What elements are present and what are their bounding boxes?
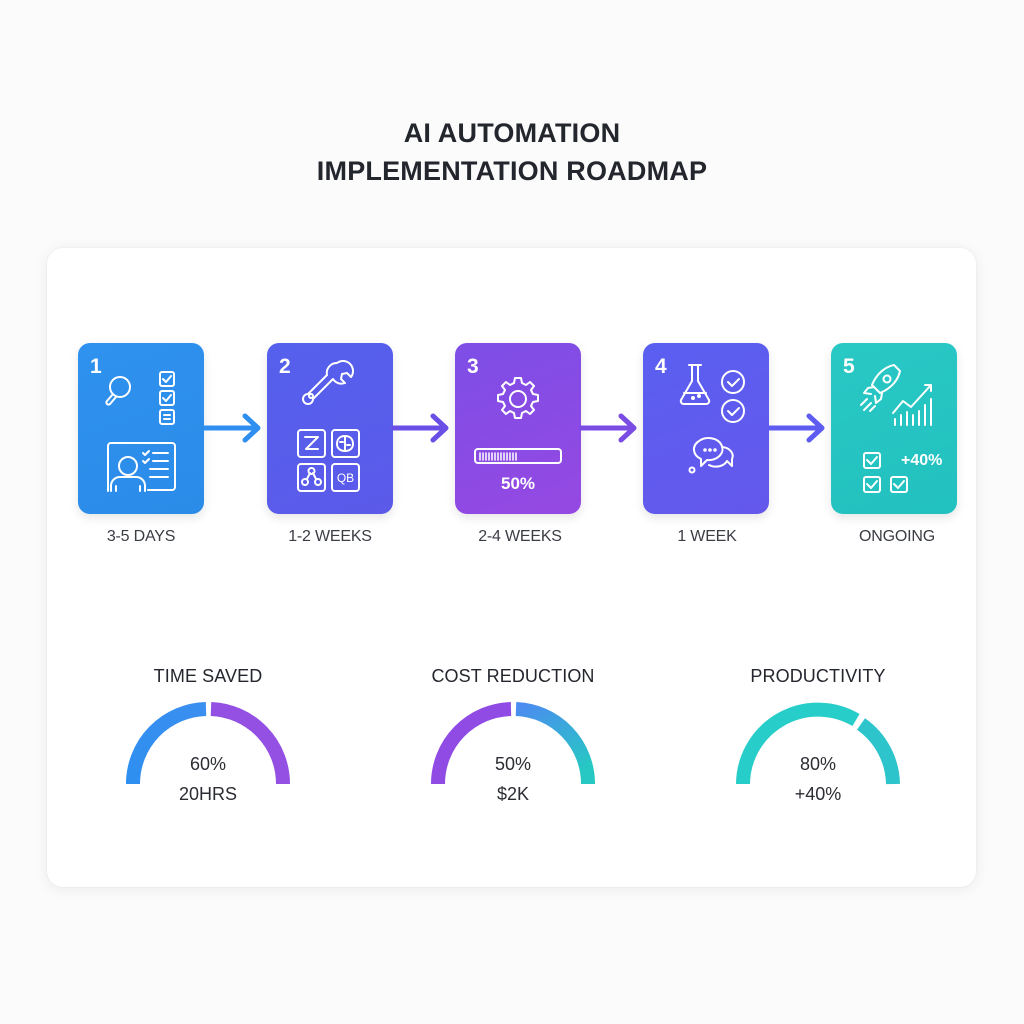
metric-sub-time-saved: 20HRS bbox=[178, 784, 238, 804]
arrow-right-icon bbox=[767, 413, 825, 443]
metric-value-time-saved: 60% bbox=[189, 754, 227, 774]
step-duration-5: ONGOING bbox=[859, 528, 935, 545]
checklist-icon bbox=[159, 371, 175, 425]
metric-title-productivity: PRODUCTIVITY bbox=[750, 666, 886, 686]
gauge-cost-reduction bbox=[431, 702, 596, 785]
zendesk-app-icon bbox=[297, 429, 326, 458]
growth-chart-icon bbox=[892, 384, 932, 426]
wrench-icon bbox=[302, 360, 354, 405]
step-number: 2 bbox=[279, 355, 291, 378]
chat-bubbles-icon bbox=[688, 437, 734, 474]
gauge-productivity bbox=[736, 702, 900, 785]
quickbooks-app-icon bbox=[331, 463, 360, 492]
rocket-icon bbox=[860, 364, 901, 412]
flask-icon bbox=[679, 364, 711, 405]
progress-bar-icon bbox=[474, 448, 562, 464]
step-card-2: 2 QB bbox=[267, 343, 393, 514]
progress-percent: 50% bbox=[500, 474, 536, 493]
arrow-right-icon bbox=[579, 413, 637, 443]
checkbox-icon bbox=[863, 452, 908, 493]
step-number: 4 bbox=[655, 355, 667, 378]
step-card-3: 3 50% bbox=[455, 343, 581, 514]
app-label: QB bbox=[337, 471, 354, 485]
step-number: 5 bbox=[843, 355, 855, 378]
metric-sub-productivity: +40% bbox=[794, 784, 842, 804]
step-number: 1 bbox=[90, 355, 102, 378]
step-card-1: 1 bbox=[78, 343, 204, 514]
network-app-icon bbox=[297, 463, 326, 492]
step-duration-4: 1 WEEK bbox=[677, 528, 737, 545]
gear-icon bbox=[497, 377, 539, 419]
metric-value-cost-reduction: 50% bbox=[494, 754, 532, 774]
title-line-2: IMPLEMENTATION ROADMAP bbox=[316, 156, 708, 186]
title-line-1: AI AUTOMATION bbox=[403, 118, 621, 148]
step-duration-3: 2-4 WEEKS bbox=[478, 528, 562, 545]
gain-percent: +40% bbox=[901, 452, 943, 469]
gauge-time-saved bbox=[126, 702, 291, 785]
page-title: AI AUTOMATION IMPLEMENTATION ROADMAP bbox=[0, 114, 1024, 190]
arrow-right-icon bbox=[391, 413, 449, 443]
step-card-5: 5 +40% bbox=[831, 343, 957, 514]
search-icon bbox=[105, 376, 131, 406]
profile-card-icon bbox=[107, 442, 176, 492]
check-circle-icon bbox=[721, 370, 745, 394]
step-number: 3 bbox=[467, 355, 479, 378]
step-card-4: 4 bbox=[643, 343, 769, 514]
metric-title-time-saved: TIME SAVED bbox=[153, 666, 263, 686]
arrow-right-icon bbox=[203, 413, 261, 443]
step-duration-1: 3-5 DAYS bbox=[106, 528, 176, 545]
brain-app-icon bbox=[331, 429, 360, 458]
metric-value-productivity: 80% bbox=[799, 754, 837, 774]
check-circle-icon bbox=[721, 399, 745, 423]
step-duration-2: 1-2 WEEKS bbox=[288, 528, 372, 545]
metric-title-cost-reduction: COST REDUCTION bbox=[431, 666, 595, 686]
metric-sub-cost-reduction: $2K bbox=[496, 784, 530, 804]
